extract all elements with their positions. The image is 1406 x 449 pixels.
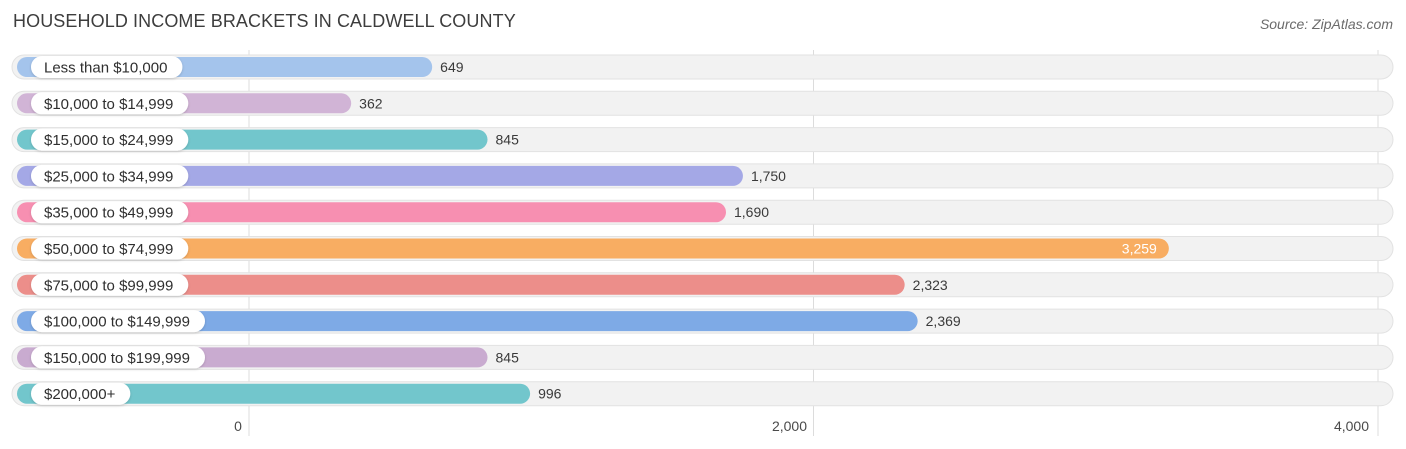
category-label: $35,000 to $49,999 (44, 205, 173, 222)
category-label: $75,000 to $99,999 (44, 277, 173, 294)
category-label: $15,000 to $24,999 (44, 132, 173, 149)
source-note: Source: ZipAtlas.com (1259, 16, 1393, 32)
bar-row: $150,000 to $199,999 845 (11, 344, 1394, 370)
bar (17, 202, 727, 223)
category-label: $25,000 to $34,999 (44, 168, 173, 185)
category-label-pill (31, 382, 131, 405)
bar-row: $35,000 to $49,999 1,690 (11, 199, 1394, 225)
value-label: 1,750 (751, 168, 786, 184)
category-label-pill (31, 273, 189, 296)
bar-row: $100,000 to $149,999 2,369 (11, 308, 1394, 334)
value-label: 3,259 (1122, 241, 1157, 257)
bar-row: $200,000+ 996 (11, 381, 1394, 407)
bar (17, 238, 1169, 259)
bar-row: $15,000 to $24,999 845 (11, 127, 1394, 153)
category-label-pill (31, 92, 189, 115)
category-label: Less than $10,000 (44, 60, 167, 77)
bar (17, 383, 531, 404)
bar-row: $75,000 to $99,999 2,323 (11, 272, 1394, 298)
value-label: 996 (538, 386, 562, 402)
value-label: 1,690 (734, 204, 769, 220)
bar-row: $10,000 to $14,999 362 (11, 90, 1394, 116)
category-label-pill (31, 201, 189, 224)
category-label: $10,000 to $14,999 (44, 96, 173, 113)
chart-title: HOUSEHOLD INCOME BRACKETS IN CALDWELL CO… (13, 11, 516, 31)
category-label: $150,000 to $199,999 (44, 350, 190, 367)
category-label-pill (31, 237, 189, 260)
bar (17, 165, 743, 186)
category-label-pill (31, 56, 183, 78)
bar (17, 311, 918, 332)
x-tick-label: 2,000 (772, 418, 807, 434)
bar-row: Less than $10,000 649 (11, 54, 1394, 80)
x-tick-label: 4,000 (1334, 418, 1369, 434)
category-label-pill (31, 346, 205, 369)
category-label-pill (31, 128, 189, 151)
value-label: 2,369 (926, 313, 961, 329)
x-tick-label: 0 (234, 418, 242, 434)
bar-row: $25,000 to $34,999 1,750 (11, 163, 1394, 189)
value-label: 845 (496, 349, 520, 365)
bar-track (11, 90, 1394, 116)
category-label: $200,000+ (44, 386, 116, 403)
value-label: 2,323 (913, 277, 948, 293)
category-label: $100,000 to $149,999 (44, 314, 190, 331)
value-label: 845 (496, 132, 520, 148)
category-label: $50,000 to $74,999 (44, 241, 173, 258)
value-label: 362 (359, 95, 383, 111)
bar-row: $50,000 to $74,999 3,259 (11, 236, 1394, 261)
value-label: 649 (440, 59, 464, 75)
category-label-pill (31, 310, 205, 333)
bar (17, 274, 905, 295)
category-label-pill (31, 164, 189, 187)
